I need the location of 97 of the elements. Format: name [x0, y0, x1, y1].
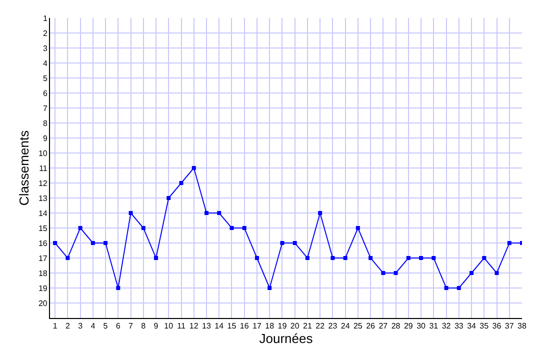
y-tick-label: 8 — [42, 118, 48, 128]
x-tick-label: 22 — [316, 322, 326, 331]
x-tick-label: 6 — [116, 322, 121, 331]
point — [192, 166, 196, 170]
point — [179, 181, 184, 185]
point — [507, 241, 512, 245]
point — [419, 256, 424, 260]
x-tick-label: 1 — [52, 322, 58, 331]
point — [166, 196, 171, 200]
point — [456, 286, 461, 290]
x-tick-label: 14 — [214, 322, 224, 331]
x-tick-label: 12 — [189, 322, 199, 331]
x-tick-label: 29 — [404, 322, 414, 331]
x-tick-label: 2 — [65, 322, 70, 331]
y-tick-label: 16 — [38, 238, 48, 248]
x-tick-label: 25 — [353, 322, 363, 331]
point — [318, 211, 322, 215]
x-tick-label: 27 — [378, 322, 388, 331]
point — [128, 211, 133, 215]
point — [432, 256, 436, 260]
point — [53, 241, 58, 245]
x-tick-label: 24 — [340, 322, 350, 331]
y-tick-label: 7 — [42, 104, 48, 113]
x-tick-label: 36 — [492, 322, 502, 331]
point — [368, 256, 373, 260]
point — [154, 256, 158, 260]
x-axis-title: Journées — [259, 331, 314, 346]
y-tick-label: 19 — [38, 284, 48, 293]
x-tick-label: 32 — [442, 322, 452, 331]
x-tick-label: 30 — [416, 322, 426, 331]
x-tick-label: 34 — [467, 322, 477, 331]
y-tick-label: 11 — [39, 164, 48, 173]
y-tick-label: 12 — [38, 178, 48, 188]
point — [242, 226, 246, 230]
point — [254, 256, 259, 260]
point — [230, 226, 234, 230]
x-tick-label: 33 — [454, 322, 464, 331]
x-tick-label: 9 — [154, 322, 159, 331]
x-tick-label: 11 — [177, 322, 186, 331]
point — [343, 256, 348, 260]
y-tick-label: 9 — [42, 134, 48, 143]
point — [116, 286, 120, 290]
x-tick-label: 5 — [103, 322, 108, 331]
y-tick-label: 20 — [38, 298, 48, 308]
point — [330, 256, 335, 260]
point — [356, 226, 360, 230]
point — [204, 211, 208, 215]
x-tick-label: 37 — [504, 322, 514, 331]
x-tick-label: 21 — [302, 322, 312, 331]
x-tick-label: 13 — [202, 322, 212, 331]
y-tick-label: 13 — [38, 194, 48, 203]
x-tick-label: 23 — [328, 322, 338, 331]
x-tick-label: 16 — [240, 322, 250, 331]
point — [305, 256, 310, 260]
y-tick-label: 6 — [42, 88, 48, 98]
y-tick-label: 15 — [38, 224, 48, 233]
point — [90, 241, 95, 245]
x-tick-label: 20 — [290, 322, 300, 331]
point — [292, 241, 297, 245]
point — [494, 271, 499, 275]
point — [141, 226, 146, 230]
x-tick-label: 35 — [480, 322, 490, 331]
point — [217, 211, 222, 215]
y-tick-label: 4 — [42, 58, 48, 68]
y-tick-label: 17 — [38, 254, 48, 263]
y-tick-label: 5 — [42, 74, 48, 83]
x-tick-label: 4 — [90, 322, 96, 331]
y-axis-title: Classements — [16, 130, 32, 206]
point — [444, 286, 448, 290]
x-tick-label: 18 — [265, 322, 275, 331]
x-tick-label: 26 — [366, 322, 376, 331]
y-tick-label: 14 — [38, 208, 48, 218]
x-tick-label: 8 — [141, 322, 146, 331]
y-tick-label: 2 — [42, 28, 48, 38]
x-tick-label: 28 — [391, 322, 401, 331]
y-tick-label: 10 — [38, 148, 48, 158]
point — [104, 241, 108, 245]
point — [381, 271, 386, 275]
x-tick-label: 10 — [164, 322, 174, 331]
point — [280, 241, 284, 245]
x-tick-label: 15 — [227, 322, 237, 331]
x-tick-label: 31 — [429, 322, 439, 331]
x-tick-label: 3 — [78, 322, 84, 331]
point — [482, 256, 486, 260]
y-tick-label: 1 — [42, 14, 48, 23]
point — [406, 256, 410, 260]
point — [66, 256, 70, 260]
x-tick-label: 17 — [252, 322, 262, 331]
x-tick-label: 7 — [128, 322, 134, 331]
point — [268, 286, 272, 290]
point — [394, 271, 398, 275]
x-tick-label: 19 — [278, 322, 288, 331]
y-tick-label: 18 — [38, 268, 48, 278]
point — [78, 226, 82, 230]
y-tick-label: 3 — [42, 44, 48, 53]
x-tick-label: 38 — [518, 322, 527, 331]
point — [470, 271, 474, 275]
